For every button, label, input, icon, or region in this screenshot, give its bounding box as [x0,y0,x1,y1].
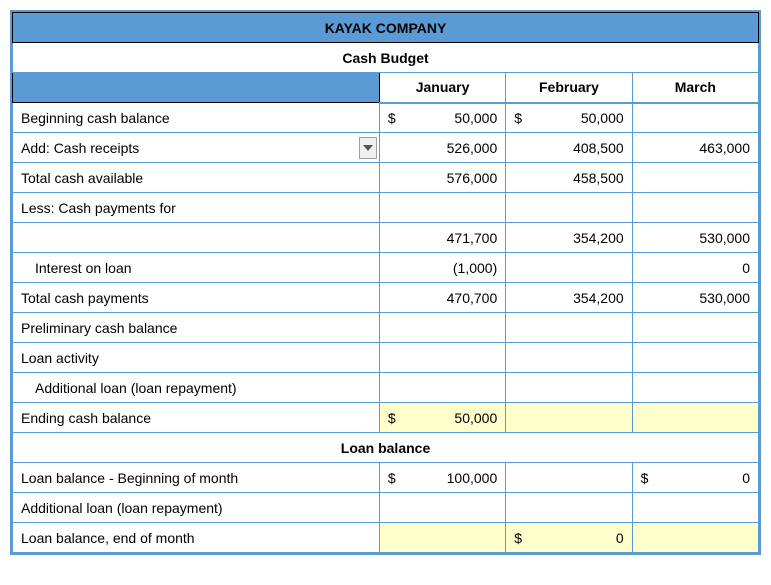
cell-less-jan [379,193,505,223]
cell-blankpay-feb[interactable]: 354,200 [506,223,632,253]
cell-receipts-feb[interactable]: 408,500 [506,133,632,163]
cell-prelim-jan[interactable] [379,313,505,343]
row-total-available: Total cash available 576,000 458,500 [13,163,759,193]
cell-endloan-feb[interactable]: $0 [506,523,632,553]
cell-endcash-mar[interactable] [632,403,758,433]
cell-addloan2-jan[interactable] [379,493,505,523]
row-loan-activity: Loan activity [13,343,759,373]
cell-begloan-feb[interactable] [506,463,632,493]
col-header-mar: March [632,73,758,103]
report-subtitle: Cash Budget [13,43,759,73]
row-beginning-cash: Beginning cash balance $50,000 $50,000 [13,103,759,133]
cell-less-feb [506,193,632,223]
cell-addloan-jan[interactable] [379,373,505,403]
cell-interest-mar[interactable]: 0 [632,253,758,283]
cell-loanact-feb [506,343,632,373]
chevron-down-icon[interactable] [359,137,377,159]
label-additional-loan2: Additional loan (loan repayment) [13,493,380,523]
row-add-receipts: Add: Cash receipts 526,000 408,500 463,0… [13,133,759,163]
cell-addloan2-mar[interactable] [632,493,758,523]
cell-blank-label[interactable] [13,223,380,253]
cell-totalpay-mar: 530,000 [632,283,758,313]
label-total-available: Total cash available [13,163,380,193]
company-title: KAYAK COMPANY [13,13,759,43]
cell-prelim-feb[interactable] [506,313,632,343]
cell-receipts-mar[interactable]: 463,000 [632,133,758,163]
cell-blankpay-mar[interactable]: 530,000 [632,223,758,253]
row-ending-cash: Ending cash balance $50,000 [13,403,759,433]
row-additional-loan: Additional loan (loan repayment) [13,373,759,403]
cell-addloan2-feb[interactable] [506,493,632,523]
label-beginning-cash: Beginning cash balance [13,103,380,133]
cell-begloan-jan[interactable]: $100,000 [379,463,505,493]
cell-addloan-feb[interactable] [506,373,632,403]
row-preliminary: Preliminary cash balance [13,313,759,343]
label-preliminary: Preliminary cash balance [13,313,380,343]
row-blank-payment: 471,700 354,200 530,000 [13,223,759,253]
cell-loanact-mar [632,343,758,373]
cell-endcash-feb[interactable] [506,403,632,433]
label-loan-end: Loan balance, end of month [13,523,380,553]
row-interest: Interest on loan (1,000) 0 [13,253,759,283]
row-loan-end: Loan balance, end of month $0 [13,523,759,553]
cell-totalpay-feb: 354,200 [506,283,632,313]
label-additional-loan: Additional loan (loan repayment) [13,373,380,403]
cell-endcash-jan[interactable]: $50,000 [379,403,505,433]
cell-prelim-mar[interactable] [632,313,758,343]
row-total-payments: Total cash payments 470,700 354,200 530,… [13,283,759,313]
label-ending-cash: Ending cash balance [13,403,380,433]
cell-less-mar [632,193,758,223]
label-add-receipts: Add: Cash receipts [21,140,139,156]
col-header-jan: January [379,73,505,103]
row-less-payments: Less: Cash payments for [13,193,759,223]
cell-totalpay-jan: 470,700 [379,283,505,313]
cell-begloan-mar[interactable]: $0 [632,463,758,493]
cell-receipts-jan[interactable]: 526,000 [379,133,505,163]
label-total-payments: Total cash payments [13,283,380,313]
label-loan-activity: Loan activity [13,343,380,373]
loan-balance-header: Loan balance [13,433,759,463]
cell-blankpay-jan[interactable]: 471,700 [379,223,505,253]
label-less-payments: Less: Cash payments for [13,193,380,223]
label-interest: Interest on loan [13,253,380,283]
col-header-feb: February [506,73,632,103]
cell-addloan-mar[interactable] [632,373,758,403]
dropdown-add-receipts[interactable]: Add: Cash receipts [13,133,380,163]
cell-endloan-jan[interactable] [379,523,505,553]
cell-totalavail-mar [632,163,758,193]
label-loan-beginning: Loan balance - Beginning of month [13,463,380,493]
cell-totalavail-jan: 576,000 [379,163,505,193]
cell-begcash-feb[interactable]: $50,000 [506,103,632,133]
col-header-blank [13,73,380,103]
cell-begcash-mar[interactable] [632,103,758,133]
cell-begcash-jan[interactable]: $50,000 [379,103,505,133]
cell-interest-jan[interactable]: (1,000) [379,253,505,283]
cell-endloan-mar[interactable] [632,523,758,553]
row-loan-beginning: Loan balance - Beginning of month $100,0… [13,463,759,493]
cell-totalavail-feb: 458,500 [506,163,632,193]
cell-interest-feb[interactable] [506,253,632,283]
cell-loanact-jan [379,343,505,373]
cash-budget-table: KAYAK COMPANY Cash Budget January Februa… [10,10,761,555]
row-additional-loan2: Additional loan (loan repayment) [13,493,759,523]
